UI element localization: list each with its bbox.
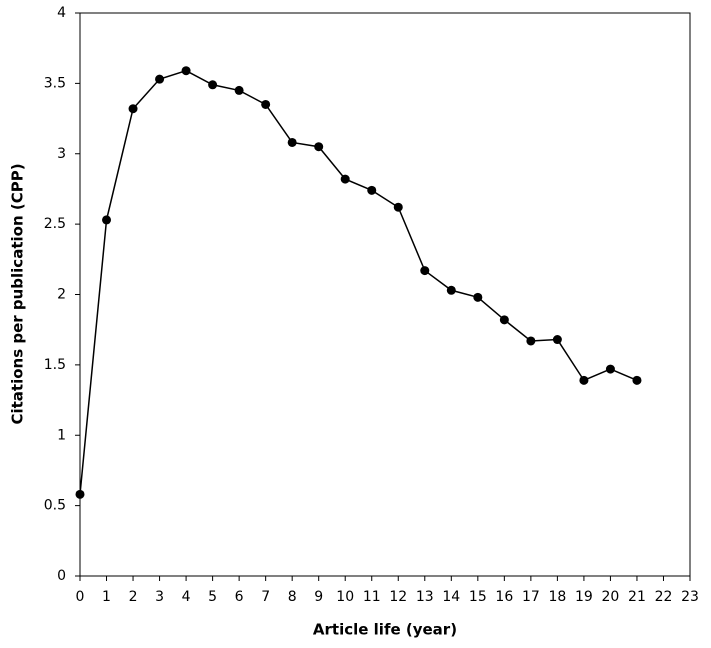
x-tick-label: 11: [363, 589, 381, 605]
marker: [579, 375, 589, 385]
marker: [552, 335, 562, 345]
marker: [155, 74, 165, 84]
x-tick-label: 9: [314, 589, 323, 605]
x-tick-label: 14: [442, 589, 460, 605]
marker: [261, 99, 271, 109]
y-tick-label: 1.5: [44, 357, 66, 373]
x-tick-label: 2: [129, 589, 138, 605]
y-tick-label: 1: [57, 427, 66, 443]
x-tick-label: 3: [155, 589, 164, 605]
marker: [287, 137, 297, 147]
y-tick-label: 3.5: [44, 75, 66, 91]
marker: [181, 66, 191, 76]
x-tick-label: 13: [416, 589, 434, 605]
y-tick-label: 2: [57, 287, 66, 303]
x-tick-label: 12: [389, 589, 407, 605]
x-tick-label: 15: [469, 589, 487, 605]
marker: [605, 364, 615, 374]
x-axis-title: Article life (year): [313, 621, 457, 639]
marker: [632, 375, 642, 385]
marker: [420, 266, 430, 276]
x-tick-label: 22: [655, 589, 673, 605]
y-axis-title: Citations per publication (CPP): [9, 163, 27, 424]
x-tick-label: 20: [602, 589, 620, 605]
y-tick-label: 0.5: [44, 498, 66, 514]
x-tick-label: 10: [336, 589, 354, 605]
marker: [128, 104, 138, 114]
marker: [102, 215, 112, 225]
x-tick-label: 18: [548, 589, 566, 605]
y-tick-label: 2.5: [44, 216, 66, 232]
marker: [367, 185, 377, 195]
marker: [393, 202, 403, 212]
y-tick-label: 0: [57, 568, 66, 584]
x-tick-label: 1: [102, 589, 111, 605]
x-tick-label: 8: [288, 589, 297, 605]
line: [79, 69, 638, 495]
marker: [526, 336, 536, 346]
marker: [499, 315, 509, 325]
plot-frame: [79, 12, 691, 577]
marker: [314, 142, 324, 152]
marker: [446, 285, 456, 295]
marker: [208, 80, 218, 90]
x-tick-label: 5: [208, 589, 217, 605]
y-tick-label: 3: [57, 146, 66, 162]
x-tick-label: 16: [495, 589, 513, 605]
x-tick-label: 19: [575, 589, 593, 605]
marker: [75, 489, 85, 499]
x-tick-label: 7: [261, 589, 270, 605]
x-tick-label: 21: [628, 589, 646, 605]
x-tick-label: 17: [522, 589, 540, 605]
x-tick-label: 0: [76, 589, 85, 605]
x-tick-label: 6: [235, 589, 244, 605]
x-tick-label: 4: [182, 589, 191, 605]
marker: [473, 292, 483, 302]
marker: [340, 174, 350, 184]
x-tick-label: 23: [681, 589, 699, 605]
marker: [234, 85, 244, 95]
y-tick-label: 4: [57, 5, 66, 21]
